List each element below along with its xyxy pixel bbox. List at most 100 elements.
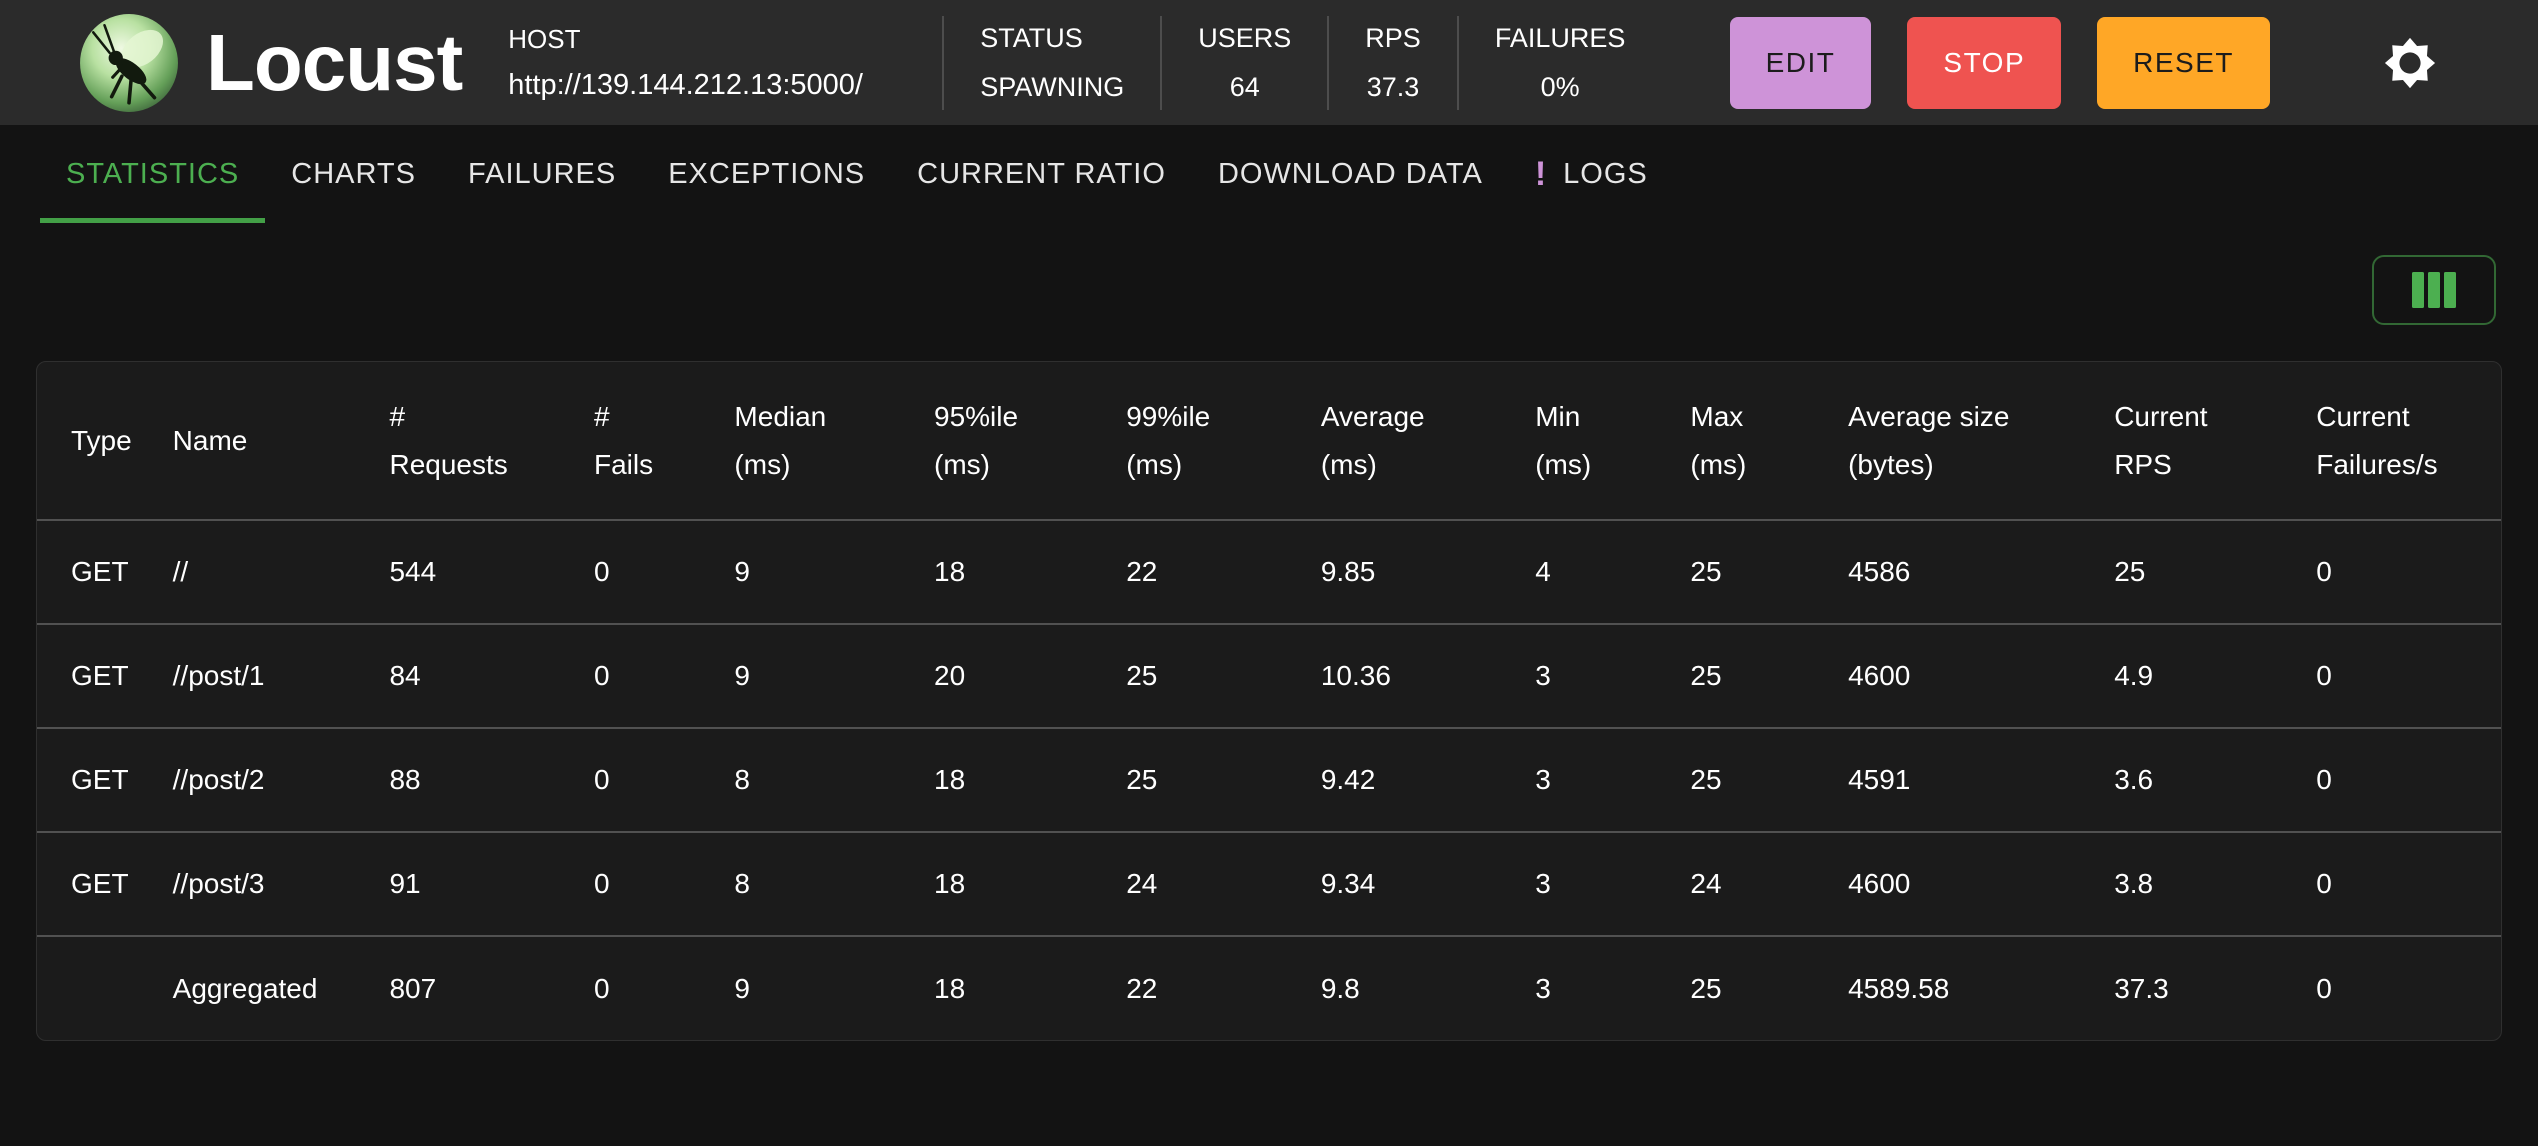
col-header-fails[interactable]: # Fails [593, 400, 654, 480]
col-header-type[interactable]: Type [71, 424, 132, 456]
col-header-average[interactable]: Average (ms) [1320, 400, 1425, 480]
tab-exceptions[interactable]: EXCEPTIONS [642, 125, 891, 223]
col-header-min[interactable]: Min (ms) [1535, 400, 1592, 480]
cell-median: 9 [724, 623, 924, 728]
rps-label: RPS [1365, 22, 1421, 53]
cell-median: 9 [724, 935, 924, 1040]
failures-block: FAILURES 0% [1459, 23, 1662, 103]
app-header: Locust HOST http://139.144.212.13:5000/ … [0, 0, 2538, 125]
col-header-name[interactable]: Name [172, 424, 248, 456]
col-header-max[interactable]: Max (ms) [1690, 400, 1747, 480]
col-header-95ile[interactable]: 95%ile (ms) [934, 400, 1019, 480]
cell-average: 9.34 [1310, 831, 1526, 936]
status-label: STATUS [980, 22, 1083, 53]
aggregated-row: Aggregated 807 0 9 18 22 9.8 3 25 4589.5… [37, 935, 2501, 1040]
col-header-current-failures[interactable]: Current Failures/s [2316, 400, 2438, 480]
cell-current-rps: 3.6 [2104, 727, 2307, 832]
cell-average-size: 4586 [1838, 519, 2105, 624]
stop-button[interactable]: STOP [1907, 16, 2062, 109]
users-label: USERS [1198, 22, 1292, 53]
users-block: USERS 64 [1162, 23, 1327, 103]
tab-download-data[interactable]: DOWNLOAD DATA [1192, 125, 1509, 223]
cell-name: //post/1 [162, 623, 380, 728]
col-header-median[interactable]: Median (ms) [734, 400, 827, 480]
divider [1456, 15, 1459, 110]
cell-average: 10.36 [1310, 623, 1526, 728]
cell-max: 25 [1680, 727, 1839, 832]
cell-fails: 0 [583, 623, 725, 728]
tab-label: STATISTICS [66, 157, 240, 190]
cell-99ile: 22 [1116, 935, 1311, 1040]
table-toolbar [36, 255, 2496, 325]
cell-name: //post/2 [162, 727, 380, 832]
tab-label: EXCEPTIONS [668, 157, 866, 190]
cell-fails: 0 [583, 519, 725, 624]
columns-icon [2412, 272, 2456, 308]
cell-95ile: 18 [924, 831, 1117, 936]
cell-current-failures: 0 [2306, 519, 2501, 624]
cell-max: 25 [1680, 623, 1839, 728]
cell-type: GET [37, 727, 163, 832]
gear-icon [2384, 37, 2436, 88]
cell-99ile: 22 [1116, 519, 1311, 624]
tab-statistics[interactable]: STATISTICS [40, 125, 266, 223]
cell-average-size: 4600 [1838, 623, 2105, 728]
cell-name: Aggregated [162, 935, 380, 1040]
status-block: STATUS SPAWNING [944, 23, 1160, 103]
tab-label: DOWNLOAD DATA [1217, 157, 1483, 190]
edit-button[interactable]: EDIT [1729, 16, 1872, 109]
cell-average-size: 4589.58 [1838, 935, 2105, 1040]
col-header-99ile[interactable]: 99%ile (ms) [1126, 400, 1211, 480]
reset-button[interactable]: RESET [2097, 16, 2270, 109]
column-selector-button[interactable] [2372, 255, 2496, 325]
cell-95ile: 18 [924, 727, 1117, 832]
cell-current-failures: 0 [2306, 623, 2501, 728]
cell-requests: 544 [379, 519, 584, 624]
cell-99ile: 25 [1116, 727, 1311, 832]
table-row: GET //post/2 88 0 8 18 25 9.42 3 25 4591… [37, 727, 2501, 832]
col-header-average-size[interactable]: Average size (bytes) [1848, 400, 2010, 480]
statistics-table: Type Name # Requests # Fails Median (ms)… [37, 362, 2501, 1040]
divider [942, 15, 945, 110]
cell-type: GET [37, 519, 163, 624]
cell-99ile: 24 [1116, 831, 1311, 936]
cell-current-rps: 37.3 [2104, 935, 2307, 1040]
cell-average-size: 4591 [1838, 727, 2105, 832]
cell-requests: 91 [379, 831, 584, 936]
cell-name: //post/3 [162, 831, 380, 936]
locust-logo [80, 13, 178, 112]
cell-median: 8 [724, 727, 924, 832]
cell-current-rps: 3.8 [2104, 831, 2307, 936]
status-value: SPAWNING [980, 71, 1125, 102]
cell-95ile: 20 [924, 623, 1117, 728]
table-row: GET // 544 0 9 18 22 9.85 4 25 4586 25 0 [37, 519, 2501, 624]
col-header-requests[interactable]: # Requests [389, 400, 508, 480]
tab-logs[interactable]: ! LOGS [1509, 125, 1674, 223]
col-header-current-rps[interactable]: Current RPS [2114, 400, 2208, 480]
rps-block: RPS 37.3 [1329, 23, 1457, 103]
cell-type: GET [37, 831, 163, 936]
cell-min: 3 [1525, 831, 1681, 936]
cell-max: 25 [1680, 935, 1839, 1040]
cell-min: 3 [1525, 623, 1681, 728]
table-row: GET //post/3 91 0 8 18 24 9.34 3 24 4600… [37, 831, 2501, 936]
cell-fails: 0 [583, 727, 725, 832]
tab-current-ratio[interactable]: CURRENT RATIO [891, 125, 1192, 223]
tab-charts[interactable]: CHARTS [265, 125, 442, 223]
cell-min: 3 [1525, 935, 1681, 1040]
host-label: HOST [508, 23, 581, 54]
rps-value: 37.3 [1366, 71, 1420, 102]
cell-99ile: 25 [1116, 623, 1311, 728]
cell-type: GET [37, 623, 163, 728]
settings-button[interactable] [2382, 35, 2438, 91]
page-title: Locust [206, 17, 463, 107]
cell-median: 8 [724, 831, 924, 936]
divider [1327, 15, 1330, 110]
cell-requests: 88 [379, 727, 584, 832]
cell-min: 4 [1525, 519, 1681, 624]
tab-failures[interactable]: FAILURES [442, 125, 642, 223]
tab-label: LOGS [1563, 157, 1648, 190]
cell-min: 3 [1525, 727, 1681, 832]
failures-value: 0% [1540, 71, 1580, 102]
tab-label: CHARTS [291, 157, 416, 190]
